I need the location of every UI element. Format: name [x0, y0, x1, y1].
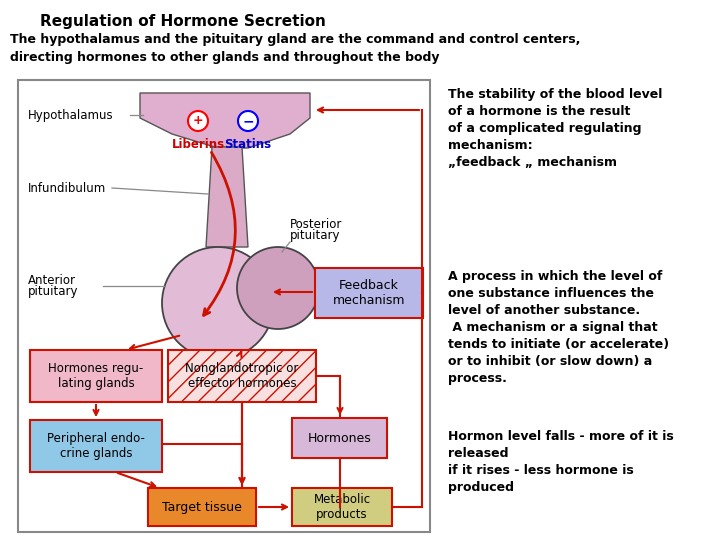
Text: Statins: Statins — [225, 138, 271, 151]
Text: Hypothalamus: Hypothalamus — [28, 109, 114, 122]
FancyBboxPatch shape — [30, 350, 162, 402]
Text: Infundibulum: Infundibulum — [28, 181, 107, 194]
Text: −: − — [242, 114, 254, 128]
Circle shape — [188, 111, 208, 131]
Text: Hormones regu-
lating glands: Hormones regu- lating glands — [48, 362, 143, 390]
FancyBboxPatch shape — [168, 350, 316, 402]
Text: +: + — [193, 114, 203, 127]
Text: A process in which the level of
one substance influences the
level of another su: A process in which the level of one subs… — [448, 270, 669, 385]
FancyBboxPatch shape — [292, 488, 392, 526]
Text: Posterior: Posterior — [290, 218, 343, 231]
FancyBboxPatch shape — [30, 420, 162, 472]
Text: Hormones: Hormones — [307, 431, 372, 444]
Text: Feedback
mechanism: Feedback mechanism — [333, 279, 405, 307]
FancyBboxPatch shape — [315, 268, 423, 318]
Circle shape — [238, 111, 258, 131]
Ellipse shape — [162, 247, 274, 359]
Text: The hypothalamus and the pituitary gland are the command and control centers,: The hypothalamus and the pituitary gland… — [10, 33, 580, 46]
Polygon shape — [140, 93, 310, 148]
Text: The stability of the blood level
of a hormone is the result
of a complicated reg: The stability of the blood level of a ho… — [448, 88, 662, 169]
Text: Hormon level falls - more of it is
released
if it rises - less hormone is
produc: Hormon level falls - more of it is relea… — [448, 430, 674, 494]
FancyBboxPatch shape — [148, 488, 256, 526]
FancyBboxPatch shape — [292, 418, 387, 458]
Text: pituitary: pituitary — [290, 230, 341, 242]
Text: Metabolic
products: Metabolic products — [313, 493, 371, 521]
Text: Nonglandotropic or
effector hormones: Nonglandotropic or effector hormones — [185, 362, 299, 390]
Text: pituitary: pituitary — [28, 286, 78, 299]
Text: Liberins: Liberins — [171, 138, 225, 151]
Text: Anterior: Anterior — [28, 273, 76, 287]
Ellipse shape — [237, 247, 319, 329]
Text: Regulation of Hormone Secretion: Regulation of Hormone Secretion — [40, 14, 326, 29]
Text: directing hormones to other glands and throughout the body: directing hormones to other glands and t… — [10, 51, 439, 64]
Bar — [18, 80, 430, 532]
Text: Peripheral endo-
crine glands: Peripheral endo- crine glands — [47, 432, 145, 460]
Polygon shape — [206, 147, 248, 247]
Text: Target tissue: Target tissue — [162, 501, 242, 514]
